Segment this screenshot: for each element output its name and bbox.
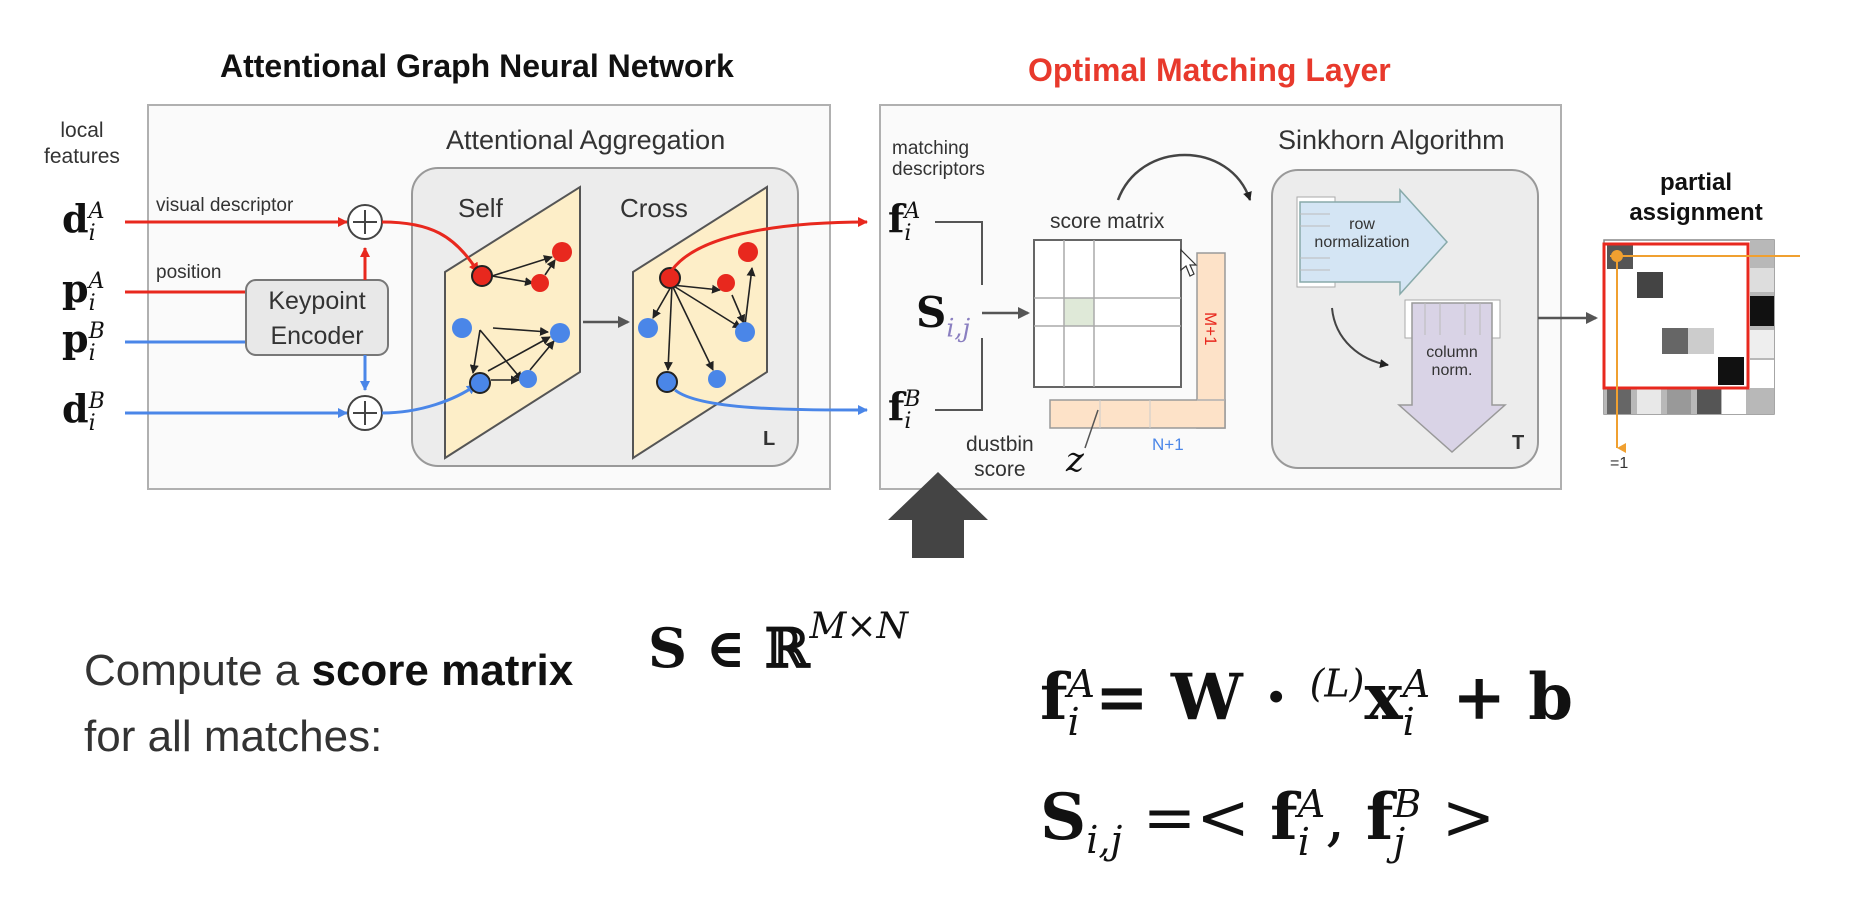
score-matrix-label: score matrix [1050, 210, 1165, 233]
column-normalization-arrow [1397, 299, 1507, 454]
compute-score-matrix-text: Compute a score matrix [84, 646, 574, 695]
N1-label: N+1 [1152, 435, 1184, 454]
S-ij-label: Si,j [916, 288, 971, 343]
sinkhorn-label: Sinkhorn Algorithm [1278, 125, 1505, 155]
column-normalization-label: column norm. [1426, 344, 1478, 379]
row-normalization-label: row normalization [1314, 216, 1410, 251]
set-membership-math: S ∈ ℝM×N [648, 606, 908, 680]
row-normalization-arrow [1296, 188, 1449, 296]
for-all-matches-text: for all matches: [84, 712, 383, 761]
plus-node-b [347, 395, 383, 431]
position-label: position [156, 262, 222, 283]
score-matrix-grid [1033, 239, 1182, 388]
self-graph [469, 255, 556, 385]
oml-title: Optimal Matching Layer [1028, 52, 1391, 88]
keypoint-encoder-label: Keypoint Encoder [268, 287, 366, 350]
keypoint-encoder-box [245, 279, 389, 356]
z-label: z [1066, 440, 1084, 480]
partial-assignment-label: partial assignment [1629, 169, 1763, 226]
self-label: Self [458, 193, 503, 223]
big-up-arrow [888, 472, 988, 558]
matching-descriptors-label: matching descriptors [892, 138, 985, 180]
architecture-diagram [125, 104, 1800, 558]
equals-one-label: =1 [1610, 455, 1629, 472]
M1-label: M+1 [1201, 312, 1220, 346]
agnn-title: Attentional Graph Neural Network [220, 48, 734, 84]
attentional-aggregation-label: Attentional Aggregation [446, 125, 726, 155]
cross-label: Cross [620, 193, 688, 223]
dustbin-score-label: dustbin score [966, 433, 1034, 481]
local-features-label: local features [44, 119, 120, 168]
cursor-icon [1180, 248, 1198, 277]
partial-assignment-matrix [1602, 239, 1800, 453]
layers-L-label: L [763, 428, 776, 450]
plus-node-a [347, 204, 383, 240]
visual-descriptor-label: visual descriptor [156, 195, 294, 216]
cross-graph [652, 267, 756, 371]
iterations-T-label: T [1512, 432, 1525, 454]
